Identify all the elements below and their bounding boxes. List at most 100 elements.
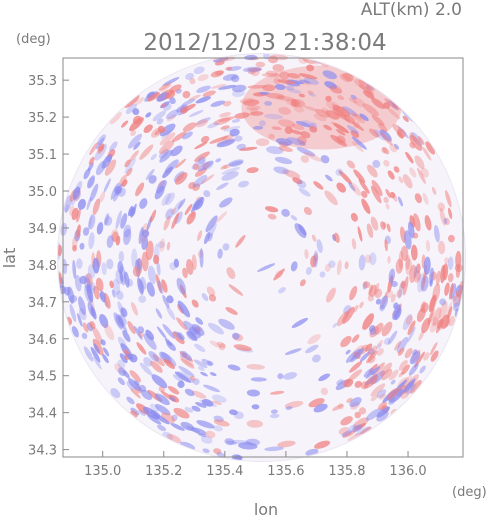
velocity-cell [445,190,452,208]
velocity-cell [235,234,246,248]
velocity-cell [152,110,167,122]
velocity-cell [282,169,301,179]
velocity-cell [340,416,353,426]
velocity-cell [78,307,87,321]
velocity-cell [436,319,443,329]
velocity-cell [157,125,166,134]
velocity-cell [129,370,142,383]
velocity-cell [430,350,439,362]
velocity-cell [421,272,426,291]
velocity-cell [247,84,267,89]
velocity-cell [130,388,141,399]
velocity-cell [152,254,160,265]
velocity-cell [174,371,192,383]
velocity-cell [197,74,209,82]
velocity-cell [222,243,230,251]
velocity-cell [165,90,176,99]
velocity-cell [397,196,404,207]
velocity-cell [89,321,96,330]
velocity-cell [115,269,124,285]
velocity-cell [284,126,293,135]
velocity-cell [150,153,157,161]
velocity-cell [221,167,241,175]
velocity-cell [182,267,188,279]
chart-title: 2012/12/03 21:38:04 [143,30,386,56]
velocity-cell [386,387,400,400]
velocity-cell [87,175,95,189]
velocity-cell [379,295,389,310]
velocity-cell [346,125,359,135]
velocity-cell [173,407,190,419]
velocity-cell [354,411,361,419]
x-tick-label: 136.0 [389,464,426,479]
velocity-cell [409,142,416,149]
velocity-cell [209,340,222,349]
velocity-cell [106,258,114,270]
velocity-cell [335,129,346,136]
velocity-cell [179,355,195,367]
velocity-cell [346,397,353,403]
velocity-cell [211,400,222,405]
velocity-cell [272,64,285,72]
velocity-cell [142,406,160,420]
velocity-cell [439,208,446,226]
velocity-cell [213,57,230,63]
velocity-cell [364,343,373,352]
velocity-cell [190,210,196,218]
velocity-cell [319,271,326,278]
velocity-cell [155,308,163,319]
velocity-cell [277,440,296,448]
velocity-cell [83,168,91,180]
velocity-cell [148,351,159,362]
velocity-cell [217,84,237,90]
velocity-cell [396,289,403,298]
velocity-cell [169,396,176,402]
velocity-cell [358,254,366,271]
velocity-cell [348,97,358,104]
velocity-cell [387,170,395,180]
velocity-cell [350,348,365,363]
velocity-cell [238,180,249,188]
velocity-cell [197,156,206,165]
velocity-cell [350,182,362,196]
velocity-cell [216,341,226,348]
velocity-cell [362,281,371,289]
velocity-cell [437,202,446,212]
velocity-cell [194,141,208,150]
velocity-cell [69,294,78,303]
velocity-cell [424,215,432,231]
velocity-cell [300,155,310,163]
velocity-cell [120,307,128,318]
velocity-cell [170,145,183,157]
velocity-cell [145,329,155,341]
velocity-cell [418,330,425,341]
velocity-cell [252,125,264,130]
velocity-cell [455,265,461,278]
velocity-cell [207,233,213,242]
velocity-cell [222,100,232,107]
velocity-cell [268,133,275,140]
velocity-cell [133,141,141,150]
velocity-cell [137,326,145,334]
velocity-cell [217,248,223,259]
velocity-cell [215,211,228,223]
velocity-cell [156,424,167,432]
velocity-cell [76,208,81,223]
velocity-cell [332,322,338,328]
velocity-cell [342,430,356,438]
velocity-cell [92,356,102,370]
velocity-cell [371,114,385,127]
velocity-cell [296,147,316,157]
velocity-cell [110,388,121,399]
velocity-cell [158,82,171,91]
velocity-cell [192,183,201,191]
velocity-cell [191,405,201,412]
velocity-cell [104,216,113,226]
velocity-cell [298,93,306,98]
velocity-cell [88,214,96,230]
velocity-cell [277,79,296,85]
velocity-cell [213,117,231,126]
velocity-cell [134,97,145,105]
velocity-cell [367,355,376,364]
velocity-cell [184,407,194,413]
